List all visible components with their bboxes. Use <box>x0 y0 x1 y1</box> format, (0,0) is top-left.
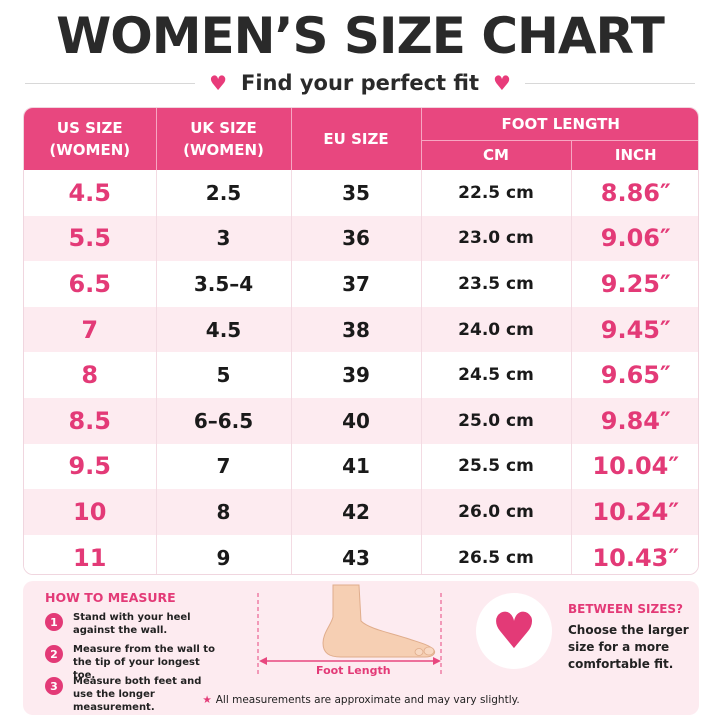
size-table: US SIZE (WOMEN) UK SIZE (WOMEN) EU SIZE … <box>23 107 699 575</box>
uk-size-cell: 7 <box>156 443 292 490</box>
step-number: 3 <box>45 677 63 695</box>
table-row: 10 8 42 26.0 cm 10.24″ <box>24 489 698 535</box>
divider-right <box>524 82 695 84</box>
inch-cell: 9.65″ <box>571 352 698 398</box>
step-text: Measure from the wall to the tip of your… <box>73 644 215 681</box>
cm-cell: 26.0 cm <box>421 489 572 535</box>
table-row: 9.5 7 41 25.5 cm 10.04″ <box>24 443 698 490</box>
foot-diagram: Foot Length <box>251 581 451 715</box>
us-size-cell: 11 <box>24 534 157 574</box>
measure-step: 2 Measure from the wall to the tip of yo… <box>45 643 221 682</box>
us-size-cell: 8.5 <box>24 397 157 444</box>
uk-size-cell: 4.5 <box>156 306 292 353</box>
cm-cell: 22.5 cm <box>421 170 572 216</box>
inch-cell: 8.86″ <box>571 170 698 216</box>
cm-cell: 24.5 cm <box>421 352 572 398</box>
eu-size-cell: 39 <box>291 352 422 398</box>
us-size-cell: 5.5 <box>24 215 157 262</box>
foot-length-label: Foot Length <box>316 664 391 677</box>
eu-size-cell: 40 <box>291 397 422 444</box>
table-row: 6.5 3.5–4 37 23.5 cm 9.25″ <box>24 261 698 307</box>
us-size-cell: 8 <box>24 352 157 398</box>
divider-left <box>25 82 196 84</box>
cm-cell: 24.0 cm <box>421 306 572 353</box>
uk-size-cell: 2.5 <box>156 170 292 216</box>
us-size-cell: 6.5 <box>24 261 157 307</box>
cm-cell: 25.5 cm <box>421 443 572 490</box>
step-text: Stand with your heel against the wall. <box>73 612 191 636</box>
heart-badge: ♥ <box>476 593 552 669</box>
cm-cell: 23.0 cm <box>421 215 572 262</box>
step-number: 2 <box>45 645 63 663</box>
header-foot-length: FOOT LENGTH <box>421 108 698 141</box>
between-sizes-text: Choose the larger size for a more comfor… <box>568 623 689 671</box>
eu-size-cell: 37 <box>291 261 422 307</box>
inch-cell: 10.43″ <box>571 534 698 574</box>
table-row: 4.5 2.5 35 22.5 cm 8.86″ <box>24 170 698 216</box>
inch-cell: 9.06″ <box>571 215 698 262</box>
eu-size-cell: 41 <box>291 443 422 490</box>
table-row: 7 4.5 38 24.0 cm 9.45″ <box>24 306 698 353</box>
header-cm: CM <box>421 140 572 170</box>
uk-size-cell: 9 <box>156 534 292 574</box>
inch-cell: 9.84″ <box>571 397 698 444</box>
uk-size-cell: 6–6.5 <box>156 397 292 444</box>
header-uk-size: UK SIZE (WOMEN) <box>156 108 292 170</box>
header-eu-size: EU SIZE <box>291 108 422 170</box>
cm-cell: 25.0 cm <box>421 397 572 444</box>
heart-icon: ♥ <box>209 71 227 95</box>
eu-size-cell: 36 <box>291 215 422 262</box>
how-to-measure-title: HOW TO MEASURE <box>45 590 176 605</box>
info-panel: HOW TO MEASURE 1 Stand with your heel ag… <box>23 581 699 715</box>
between-sizes-title: BETWEEN SIZES? <box>568 602 683 616</box>
eu-size-cell: 42 <box>291 489 422 535</box>
disclaimer-note: ★ All measurements are approximate and ma… <box>23 694 699 706</box>
subtitle: Find your perfect fit <box>241 71 479 95</box>
measure-step: 3 Measure both feet and use the longer m… <box>45 675 221 714</box>
page-title: WOMEN’S SIZE CHART <box>56 7 665 65</box>
eu-size-cell: 38 <box>291 306 422 353</box>
cm-cell: 23.5 cm <box>421 261 572 307</box>
table-row: 8 5 39 24.5 cm 9.65″ <box>24 352 698 398</box>
us-size-cell: 9.5 <box>24 443 157 490</box>
uk-size-cell: 3.5–4 <box>156 261 292 307</box>
inch-cell: 9.25″ <box>571 261 698 307</box>
inch-cell: 10.24″ <box>571 489 698 535</box>
measure-step: 1 Stand with your heel against the wall. <box>45 611 221 637</box>
heart-icon: ♥ <box>492 71 511 95</box>
inch-cell: 10.04″ <box>571 443 698 490</box>
us-size-cell: 10 <box>24 489 157 535</box>
uk-size-cell: 3 <box>156 215 292 262</box>
eu-size-cell: 35 <box>291 170 422 216</box>
cm-cell: 26.5 cm <box>421 534 572 574</box>
foot-icon <box>257 584 442 676</box>
heart-icon: ♥ <box>491 602 537 660</box>
step-text: Measure both feet and use the longer mea… <box>73 676 202 713</box>
note-text: All measurements are approximate and may… <box>215 694 520 706</box>
uk-size-cell: 8 <box>156 489 292 535</box>
inch-cell: 9.45″ <box>571 306 698 353</box>
table-row: 8.5 6–6.5 40 25.0 cm 9.84″ <box>24 397 698 444</box>
table-row: 5.5 3 36 23.0 cm 9.06″ <box>24 215 698 262</box>
uk-size-cell: 5 <box>156 352 292 398</box>
table-row: 11 9 43 26.5 cm 10.43″ <box>24 534 698 574</box>
us-size-cell: 4.5 <box>24 170 157 216</box>
header-inch: INCH <box>571 140 698 170</box>
star-icon: ★ <box>202 694 212 706</box>
eu-size-cell: 43 <box>291 534 422 574</box>
step-number: 1 <box>45 613 63 631</box>
us-size-cell: 7 <box>24 306 157 353</box>
header-us-size: US SIZE (WOMEN) <box>24 108 157 170</box>
subtitle-row: ♥ Find your perfect fit ♥ <box>0 68 720 98</box>
